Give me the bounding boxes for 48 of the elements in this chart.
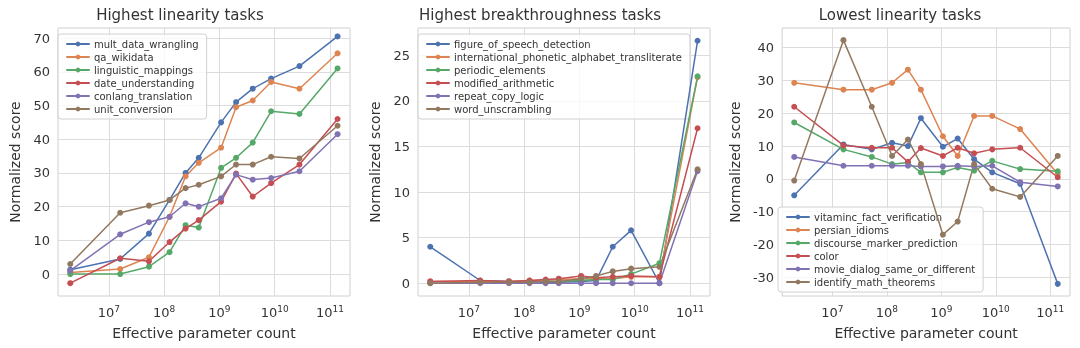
y-tick-label: 15	[393, 139, 410, 154]
x-axis-title: Effective parameter count	[112, 325, 297, 341]
legend-label: discourse_marker_prediction	[814, 237, 958, 250]
y-tick-label: 0	[765, 171, 775, 187]
legend-label: conlang_translation	[94, 90, 193, 103]
y-tick-label: 30	[33, 165, 50, 181]
legend-label: movie_dialog_same_or_different	[814, 263, 976, 276]
chart-title: Highest breakthroughness tasks	[418, 5, 662, 24]
y-tick-label: 70	[33, 30, 50, 46]
y-tick-label: 30	[757, 72, 775, 88]
y-tick-label: 0	[41, 266, 50, 282]
legend-label: figure_of_speech_detection	[454, 38, 591, 51]
legend-label: word_unscrambling	[454, 103, 552, 116]
legend-label: modified_arithmetic	[454, 77, 555, 90]
y-tick-label: 40	[33, 131, 50, 147]
legend-label: mult_data_wrangling	[94, 38, 199, 51]
legend-label: identify_math_theorems	[814, 276, 936, 289]
y-axis-title: Normalized score	[727, 101, 743, 223]
y-axis-title: Normalized score	[367, 101, 383, 223]
legend-label: color	[814, 250, 840, 262]
chart-title: Highest linearity tasks	[96, 5, 265, 24]
y-tick-label: -10	[752, 204, 775, 220]
y-tick-label: 10	[33, 232, 50, 248]
y-tick-label: 20	[393, 93, 410, 109]
y-tick-label: 60	[33, 64, 50, 80]
y-axis-title: Normalized score	[7, 101, 23, 223]
y-tick-label: 20	[33, 199, 50, 215]
y-tick-label: 10	[393, 184, 410, 200]
legend-label: qa_wikidata	[94, 51, 154, 64]
x-axis-title: Effective parameter count	[834, 325, 1019, 341]
legend-label: persian_idioms	[814, 224, 890, 237]
legend-label: international_phonetic_alphabet_transliterate	[454, 51, 682, 64]
y-tick-label: 50	[33, 98, 50, 114]
legend-label: periodic_elements	[454, 64, 546, 77]
y-tick-label: 20	[757, 105, 775, 121]
y-tick-label: 10	[757, 138, 775, 154]
legend-label: linguistic_mappings	[94, 64, 194, 77]
legend-label: repeat_copy_logic	[454, 90, 544, 103]
y-tick-label: 5	[401, 230, 410, 246]
y-tick-label: 0	[401, 275, 410, 291]
chart-title: Lowest linearity tasks	[818, 5, 982, 24]
y-tick-label: 40	[757, 40, 775, 56]
y-tick-label: -30	[752, 269, 775, 285]
legend-label: date_understanding	[94, 77, 195, 90]
y-tick-label: -20	[752, 237, 775, 252]
y-tick-label: 25	[393, 47, 410, 63]
x-axis-title: Effective parameter count	[472, 325, 657, 341]
legend-label: unit_conversion	[94, 103, 173, 116]
